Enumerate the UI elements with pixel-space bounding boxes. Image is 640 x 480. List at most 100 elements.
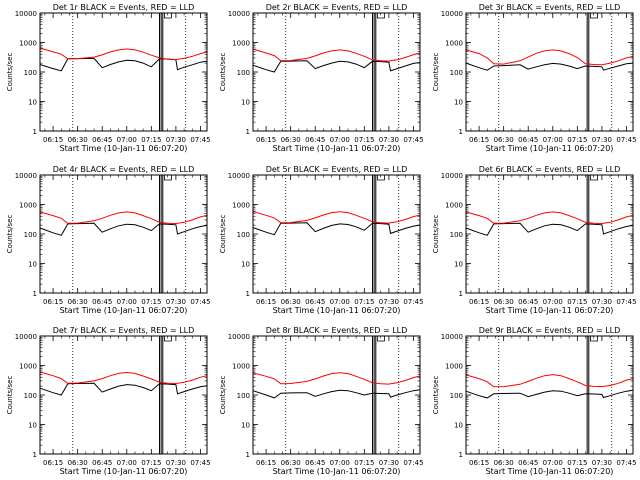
x-tick-label: 07:15: [141, 136, 161, 144]
panel-det-3: Det 3r BLACK = Events, RED = LLD Counts/s…: [432, 3, 637, 153]
y-tick-label: 100: [237, 231, 250, 239]
series-line-events: [465, 389, 634, 399]
x-tick-label: 06:15: [43, 459, 63, 467]
x-tick-label: 07:45: [403, 136, 423, 144]
x-tick-label: 07:00: [117, 136, 137, 144]
x-tick-label: 06:15: [469, 459, 489, 467]
x-tick-label: 07:30: [379, 136, 399, 144]
y-tick-label: 10000: [441, 333, 463, 341]
x-tick-label: 06:15: [469, 298, 489, 306]
box-marker: [164, 13, 172, 19]
x-tick-label: 07:00: [117, 459, 137, 467]
y-tick-label: 10: [28, 99, 37, 107]
box-marker: [590, 175, 598, 181]
x-tick-label: 06:30: [68, 136, 88, 144]
series-line-events: [39, 57, 208, 72]
x-tick-label: 07:15: [141, 298, 161, 306]
x-tick-label: 06:45: [92, 136, 112, 144]
y-tick-label: 10: [241, 422, 250, 430]
series-line-lld: [465, 211, 634, 225]
x-tick-label: 07:30: [166, 298, 186, 306]
x-axis-label: Start Time (10-Jan-11 06:07:20): [486, 467, 614, 476]
x-tick-label: 07:15: [141, 459, 161, 467]
x-tick-label: 06:30: [68, 459, 88, 467]
series-line-lld: [39, 211, 208, 225]
x-tick-label: 06:15: [256, 459, 276, 467]
x-axis-label: Start Time (10-Jan-11 06:07:20): [486, 144, 614, 153]
y-tick-label: 100: [237, 392, 250, 400]
panel-title: Det 9r BLACK = Events, RED = LLD: [479, 326, 621, 335]
x-tick-label: 06:30: [281, 298, 301, 306]
y-tick-label: 1000: [232, 40, 250, 48]
panel-det-4: Det 4r BLACK = Events, RED = LLD Counts/s…: [6, 165, 211, 315]
series-line-events: [39, 382, 208, 396]
x-tick-label: 07:45: [616, 298, 636, 306]
panel-title: Det 2r BLACK = Events, RED = LLD: [266, 3, 408, 12]
y-tick-label: 1000: [19, 40, 37, 48]
series-line-events: [252, 60, 421, 73]
box-marker: [164, 175, 172, 181]
x-tick-label: 07:30: [592, 459, 612, 467]
x-tick-label: 06:15: [43, 136, 63, 144]
x-tick-label: 06:45: [305, 298, 325, 306]
y-tick-label: 10000: [441, 10, 463, 18]
panel-det-9: Det 9r BLACK = Events, RED = LLD Counts/s…: [432, 326, 637, 476]
y-tick-label: 10000: [15, 10, 37, 18]
x-tick-label: 07:00: [543, 298, 563, 306]
y-tick-label: 1000: [445, 363, 463, 371]
panel-title: Det 5r BLACK = Events, RED = LLD: [266, 165, 408, 174]
series-line-lld: [465, 49, 634, 66]
panel-det-2: Det 2r BLACK = Events, RED = LLD Counts/s…: [219, 3, 424, 153]
y-tick-label: 1000: [19, 202, 37, 210]
series-line-lld: [252, 211, 421, 224]
x-axis-label: Start Time (10-Jan-11 06:07:20): [273, 144, 401, 153]
x-tick-label: 06:45: [518, 298, 538, 306]
y-axis-label: Counts/sec: [432, 215, 440, 254]
plot-frame: [39, 335, 208, 455]
x-axis-label: Start Time (10-Jan-11 06:07:20): [486, 306, 614, 315]
y-tick-label: 10000: [228, 10, 250, 18]
y-tick-label: 10000: [15, 333, 37, 341]
x-tick-label: 07:45: [190, 298, 210, 306]
series-line-lld: [465, 374, 634, 388]
x-tick-label: 07:30: [166, 136, 186, 144]
x-tick-label: 07:30: [379, 298, 399, 306]
box-marker: [377, 336, 385, 342]
panel-title: Det 1r BLACK = Events, RED = LLD: [53, 3, 195, 12]
panel-title: Det 6r BLACK = Events, RED = LLD: [479, 165, 621, 174]
x-tick-label: 06:15: [256, 136, 276, 144]
y-tick-label: 1000: [19, 363, 37, 371]
y-tick-label: 10: [241, 261, 250, 269]
plot-frame: [39, 12, 208, 132]
x-tick-label: 06:45: [305, 136, 325, 144]
y-tick-label: 100: [450, 392, 463, 400]
x-tick-label: 06:45: [92, 298, 112, 306]
y-tick-label: 100: [24, 231, 37, 239]
panel-det-1: Det 1r BLACK = Events, RED = LLD Counts/s…: [6, 3, 211, 153]
y-tick-label: 100: [237, 69, 250, 77]
plot-frame: [465, 174, 634, 294]
x-tick-label: 06:45: [92, 459, 112, 467]
y-tick-label: 1: [246, 451, 250, 459]
y-tick-label: 100: [24, 69, 37, 77]
y-tick-label: 1: [246, 290, 250, 298]
x-tick-label: 07:30: [166, 459, 186, 467]
x-tick-label: 06:30: [281, 136, 301, 144]
y-tick-label: 10000: [15, 172, 37, 180]
y-tick-label: 10: [454, 261, 463, 269]
x-tick-label: 06:45: [518, 136, 538, 144]
y-tick-label: 1: [459, 290, 463, 298]
x-tick-label: 07:45: [616, 136, 636, 144]
plot-frame: [252, 174, 421, 294]
panel-title: Det 7r BLACK = Events, RED = LLD: [53, 326, 195, 335]
panel-det-5: Det 5r BLACK = Events, RED = LLD Counts/s…: [219, 165, 424, 315]
x-tick-label: 06:30: [281, 459, 301, 467]
y-tick-label: 100: [450, 231, 463, 239]
x-tick-label: 07:30: [592, 298, 612, 306]
x-axis-label: Start Time (10-Jan-11 06:07:20): [60, 467, 188, 476]
x-tick-label: 06:15: [43, 298, 63, 306]
x-axis-label: Start Time (10-Jan-11 06:07:20): [273, 306, 401, 315]
x-tick-label: 06:30: [68, 298, 88, 306]
x-tick-label: 07:45: [403, 459, 423, 467]
x-axis-label: Start Time (10-Jan-11 06:07:20): [60, 306, 188, 315]
